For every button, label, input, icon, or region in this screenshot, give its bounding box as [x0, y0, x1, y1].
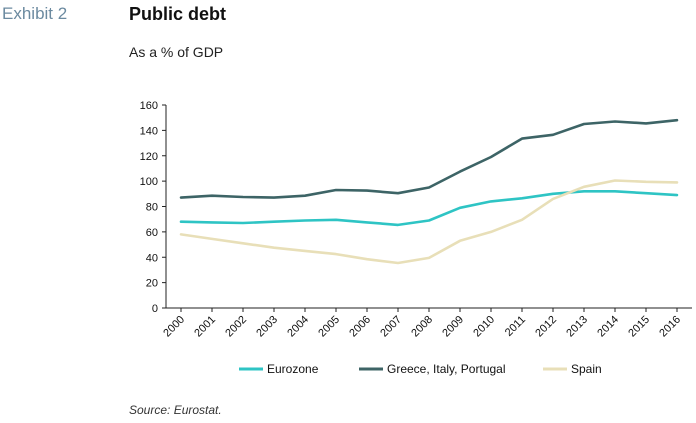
y-tick-label: 100 [140, 176, 158, 188]
chart-subtitle: As a % of GDP [129, 44, 224, 60]
x-tick-label: 2008 [409, 314, 435, 340]
y-tick-label: 0 [152, 303, 158, 315]
legend-label-2: Spain [571, 362, 602, 376]
x-tick-label: 2014 [595, 314, 621, 340]
x-tick-label: 2006 [347, 314, 373, 340]
x-tick-label: 2010 [471, 314, 497, 340]
x-tick-label: 2011 [503, 314, 528, 339]
y-tick-label: 40 [146, 252, 158, 264]
x-tick-label: 2007 [378, 314, 404, 340]
x-tick-label: 2015 [626, 314, 652, 340]
y-tick-label: 160 [140, 100, 158, 112]
x-tick-label: 2012 [533, 314, 559, 340]
source-note: Source: Eurostat. [129, 403, 222, 417]
y-tick-label: 140 [140, 125, 158, 137]
x-tick-label: 2001 [192, 314, 218, 340]
y-tick-label: 20 [146, 278, 158, 290]
x-tick-label: 2016 [657, 314, 683, 340]
x-tick-label: 2005 [316, 314, 342, 340]
series-line-0 [179, 190, 679, 227]
y-tick-label: 120 [140, 151, 158, 163]
legend-label-0: Eurozone [267, 362, 319, 376]
x-tick-label: 2009 [440, 314, 466, 340]
y-tick-label: 60 [146, 227, 158, 239]
y-tick-label: 80 [146, 202, 158, 214]
x-tick-label: 2013 [564, 314, 590, 340]
x-tick-label: 2004 [285, 314, 311, 340]
exhibit-label: Exhibit 2 [2, 4, 68, 23]
x-tick-label: 2000 [161, 314, 187, 340]
series-line-2 [179, 179, 679, 265]
series-line-1 [179, 118, 679, 199]
x-tick-label: 2003 [254, 314, 280, 340]
chart-title: Public debt [129, 4, 227, 24]
x-tick-label: 2002 [223, 314, 249, 340]
legend-label-1: Greece, Italy, Portugal [387, 362, 506, 376]
